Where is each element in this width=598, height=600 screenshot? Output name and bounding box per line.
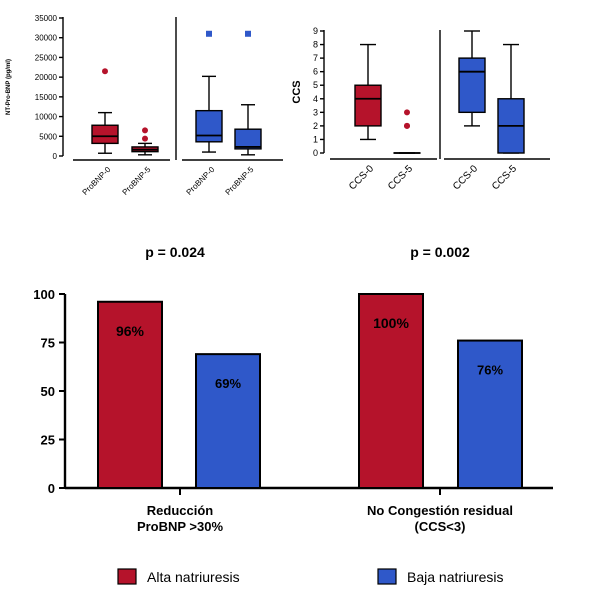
y-tick-label: 50 [41,384,55,399]
y-tick-label: 100 [33,287,55,302]
bar [97,300,163,490]
outlier-point [142,135,148,142]
ntprobnp-boxplot: 0 5000 10000 15000 20000 25000 30000 35000 NT-Pr… [6,14,283,197]
iqr-box [195,109,223,143]
iqr-box [91,124,119,145]
y-tick-label: 5000 [39,132,57,141]
y-tick-label: 0 [313,148,318,158]
bar-value-label: 69% [215,376,241,391]
bar [457,339,523,489]
y-tick-label: 10000 [35,113,58,122]
iqr-box [354,84,382,127]
bar-value-label: 96% [116,323,145,339]
y-tick-label: 7 [313,53,318,63]
y-tick-label: 0 [53,152,58,161]
pvalue-right: p = 0.002 [410,244,470,260]
y-tick-label: 5 [313,80,318,90]
y-tick-label: 75 [41,336,55,351]
outlier-point [142,127,148,134]
y-tick-label: 0 [48,481,55,496]
x-tick-label: CCS-0 [347,163,376,192]
x-category-label-line2: ProBNP >30% [137,519,224,534]
legend-swatch-baja [377,568,397,585]
y-tick-label: 4 [313,94,318,104]
x-tick-label: ProBNP-0 [185,165,217,197]
y-tick-label: 25000 [35,53,58,62]
ccs-boxplot: 0 1 2 3 4 5 6 7 8 9 CCS CCS-0 CCS-5 CCS-0 CCS-5 [291,26,550,192]
x-tick-label: ProBNP-5 [121,165,153,197]
y-tick-label: 9 [313,26,318,36]
outlier-point [404,122,410,129]
y-tick-label: 2 [313,121,318,131]
outlier-point [206,30,212,37]
y-tick-label: 8 [313,40,318,50]
y-tick-label: 30000 [35,34,58,43]
pvalue-left: p = 0.024 [145,244,205,260]
bar [195,353,261,490]
y-tick-label: 6 [313,67,318,77]
bar-value-label: 100% [373,315,409,331]
legend-swatch-alta [117,568,137,585]
y-tick-label: 20000 [35,73,58,82]
legend-label-alta: Alta natriuresis [147,569,240,585]
y-tick-label: 35000 [35,14,58,23]
outlier-point [404,109,410,116]
y-axis-title: CCS [291,80,303,103]
x-category-label-line1: No Congestión residual [367,503,513,518]
legend: Alta natriuresis Baja natriuresis [117,568,504,585]
outlier-point [245,30,251,37]
y-tick-label: 1 [313,134,318,144]
bar [358,293,424,489]
x-tick-label: CCS-0 [451,163,480,192]
x-category-label-line1: Reducción [147,503,214,518]
x-tick-label: CCS-5 [490,163,519,192]
x-tick-label: CCS-5 [386,163,415,192]
x-tick-label: ProBNP-0 [81,165,113,197]
x-category-label-line2: (CCS<3) [415,519,466,534]
y-tick-label: 3 [313,107,318,117]
y-tick-label: 25 [41,433,55,448]
bar-value-label: 76% [477,363,503,378]
y-tick-label: 15000 [35,93,58,102]
iqr-box [458,57,486,114]
legend-label-baja: Baja natriuresis [407,569,504,585]
outlier-point [102,68,108,75]
y-axis-title: NT-Pro-BNP (pg/ml) [6,59,12,115]
iqr-box [234,128,262,150]
x-tick-label: ProBNP-5 [224,165,256,197]
